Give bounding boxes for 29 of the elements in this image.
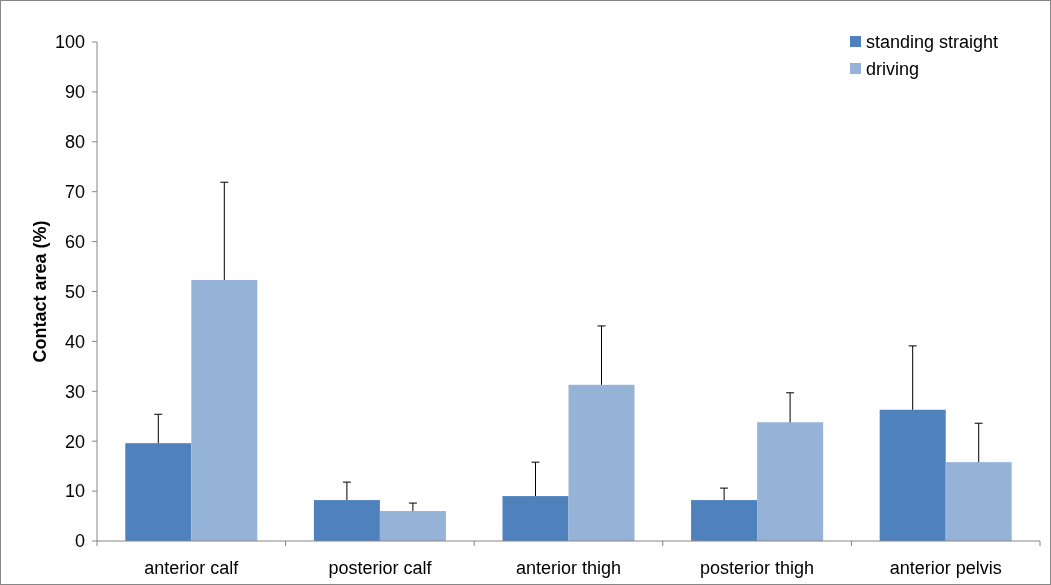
legend-label: driving [866, 59, 920, 80]
y-tick-label: 30 [64, 381, 85, 402]
bar [691, 500, 758, 541]
y-tick-label: 90 [64, 82, 85, 103]
y-tick-label: 20 [64, 431, 85, 452]
bar [125, 443, 192, 541]
y-tick-label: 50 [64, 281, 85, 302]
bar [757, 422, 824, 541]
x-tick-label: posterior thigh [700, 558, 815, 578]
bar [879, 409, 946, 541]
y-axis-title: Contact area (%) [30, 220, 50, 363]
x-tick-label: anterior thigh [515, 558, 622, 578]
y-tick-label: 0 [74, 531, 85, 552]
y-tick-label: 80 [64, 132, 85, 153]
y-tick-label: 60 [64, 231, 85, 252]
x-tick-label: anterior pelvis [889, 558, 1002, 578]
bar [379, 511, 446, 541]
x-tick-label: anterior calf [144, 558, 240, 578]
bar [568, 384, 635, 541]
bar [191, 280, 258, 541]
y-tick-label: 40 [64, 331, 85, 352]
y-tick-label: 100 [54, 32, 85, 53]
y-tick-label: 70 [64, 182, 85, 202]
x-tick-label: posterior calf [328, 558, 433, 578]
bar [313, 500, 380, 541]
legend-label: standing straight [866, 32, 999, 53]
bar [945, 462, 1012, 541]
bar [502, 496, 569, 541]
y-tick-label: 10 [64, 481, 85, 502]
